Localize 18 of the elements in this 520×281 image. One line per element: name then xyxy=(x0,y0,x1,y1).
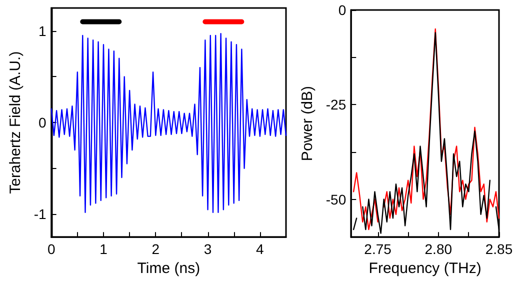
y-tick-label: 0 xyxy=(38,114,47,131)
line-series xyxy=(50,33,287,213)
y-tick-label: 1 xyxy=(38,22,47,39)
x-tick-label: 2.75 xyxy=(364,241,392,258)
x-tick-label: 1 xyxy=(100,241,108,258)
y-tick-label: 0 xyxy=(338,2,346,18)
y-tick-label: -25 xyxy=(326,96,346,113)
y-axis-title: Terahertz Field (A.U.) xyxy=(7,51,24,194)
y-tick-label: -1 xyxy=(34,206,47,222)
x-tick-label: 2 xyxy=(152,241,160,258)
x-axis-title: Frequency (THz) xyxy=(368,260,482,277)
y-axis-title: Power (dB) xyxy=(299,86,316,162)
x-tick-label: 2.85 xyxy=(485,241,513,258)
x-tick-label: 4 xyxy=(256,241,264,258)
x-axis-title: Time (ns) xyxy=(137,260,200,277)
x-tick-label: 2.80 xyxy=(424,241,452,258)
x-tick-label: 3 xyxy=(204,241,212,258)
y-tick-label: -50 xyxy=(326,191,346,208)
